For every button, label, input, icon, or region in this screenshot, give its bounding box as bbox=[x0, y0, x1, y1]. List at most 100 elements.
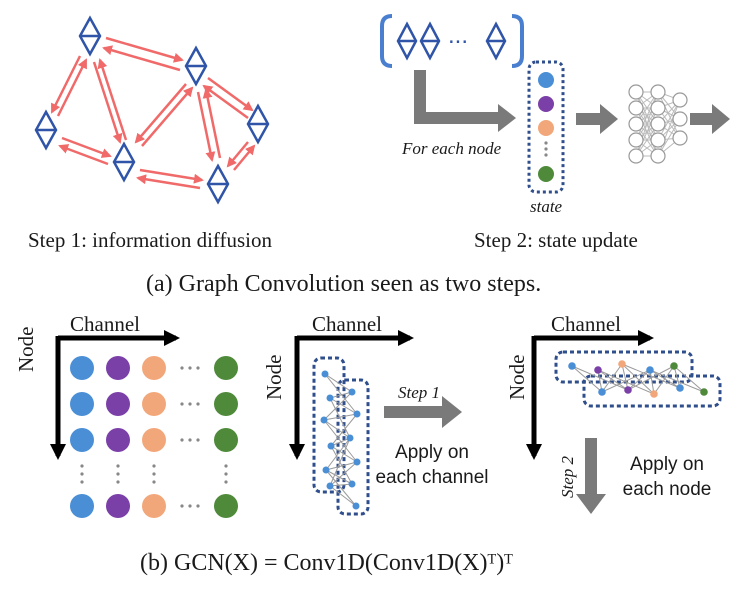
node-dot bbox=[650, 390, 658, 398]
step1-arrow-label: Step 1 bbox=[398, 383, 441, 402]
edge-a-b bbox=[102, 36, 184, 72]
axis-node-middle: Node bbox=[262, 354, 286, 401]
channel-dot bbox=[321, 370, 329, 378]
edge-d-f bbox=[136, 168, 204, 190]
node-list-ellipsis: ... bbox=[448, 22, 469, 49]
node-list-bracket bbox=[380, 14, 524, 68]
edge-a-d bbox=[92, 58, 128, 144]
state-dots-ellipsis bbox=[544, 141, 548, 157]
to-network-arrow bbox=[576, 104, 618, 134]
grid-cell-dot bbox=[70, 428, 94, 452]
axis-node-left: Node bbox=[14, 326, 38, 373]
per-node-conv bbox=[554, 350, 722, 408]
nn-neuron bbox=[628, 100, 644, 116]
nn-neuron bbox=[672, 130, 688, 146]
graph-nodes bbox=[34, 15, 270, 205]
state-dot-purple bbox=[538, 96, 554, 112]
caption-b: (b) GCN(X) = Conv1D(Conv1D(X)ᵀ)ᵀ bbox=[140, 550, 513, 576]
output-arrow bbox=[690, 104, 730, 134]
grid-cell-dot bbox=[214, 356, 238, 380]
channel-dot bbox=[348, 480, 356, 488]
grid-cell-dot bbox=[106, 356, 130, 380]
edge-e-f bbox=[226, 141, 256, 171]
node-dot bbox=[594, 366, 602, 374]
channel-dot bbox=[320, 416, 328, 424]
step2-label: Step 2: state update bbox=[474, 228, 638, 252]
list-node-1 bbox=[396, 21, 418, 61]
channel-dot bbox=[327, 442, 335, 450]
node-dot bbox=[676, 384, 684, 392]
channel-dot bbox=[326, 394, 334, 402]
graph-node-f bbox=[206, 163, 230, 205]
state-dot-blue bbox=[538, 72, 554, 88]
apply-on-each-node: Apply on each node bbox=[622, 454, 712, 500]
graph-edges bbox=[50, 36, 256, 190]
node-dot bbox=[700, 388, 708, 396]
axis-channel-right: Channel bbox=[551, 312, 621, 336]
graph-node-e bbox=[246, 103, 270, 145]
grid-cell-dot bbox=[70, 392, 94, 416]
for-each-node-label: For each node bbox=[402, 139, 502, 158]
nn-neuron bbox=[672, 92, 688, 108]
nn-neuron bbox=[628, 116, 644, 132]
step2-arrow-label: Step 2 bbox=[558, 455, 577, 498]
caption-a: (a) Graph Convolution seen as two steps. bbox=[146, 271, 542, 297]
channel-dot bbox=[346, 434, 354, 442]
grid-cell-dot bbox=[70, 494, 94, 518]
nn-neuron bbox=[650, 84, 666, 100]
grid-cell-dot bbox=[142, 428, 166, 452]
nn-neuron bbox=[650, 100, 666, 116]
apply-on-each-channel: Apply on each channel bbox=[375, 442, 489, 488]
state-dot-orange bbox=[538, 120, 554, 136]
state-label: state bbox=[530, 197, 563, 216]
state-vector-box bbox=[527, 60, 565, 194]
step1-label: Step 1: information diffusion bbox=[28, 228, 273, 252]
node-dot bbox=[646, 366, 654, 374]
per-channel-conv bbox=[312, 356, 370, 516]
axis-channel-middle: Channel bbox=[312, 312, 382, 336]
nn-neuron bbox=[628, 84, 644, 100]
grid-cell-dot bbox=[106, 392, 130, 416]
grid-cell-dot bbox=[142, 356, 166, 380]
nn-neuron bbox=[628, 132, 644, 148]
edge-c-d bbox=[58, 136, 112, 166]
for-each-node-arrow bbox=[414, 70, 516, 132]
axis-node-right: Node bbox=[505, 354, 529, 401]
edge-a-c bbox=[50, 55, 88, 117]
grid-cell-dot bbox=[214, 494, 238, 518]
nn-neuron bbox=[650, 148, 666, 164]
grid-cell-dot bbox=[214, 392, 238, 416]
grid-cell-dot bbox=[106, 428, 130, 452]
grid-cell-dot bbox=[142, 392, 166, 416]
node-dot bbox=[598, 388, 606, 396]
channel-dot bbox=[348, 388, 356, 396]
nn-neuron bbox=[650, 132, 666, 148]
graph-node-d bbox=[112, 141, 136, 183]
list-node-n bbox=[485, 21, 507, 61]
nn-neuron bbox=[628, 148, 644, 164]
nn-neuron bbox=[650, 116, 666, 132]
graph-node-c bbox=[34, 109, 58, 151]
grid-axes bbox=[50, 330, 180, 460]
channel-dot bbox=[353, 458, 361, 466]
grid-cell-dot bbox=[214, 428, 238, 452]
neural-network-icon bbox=[628, 84, 688, 164]
node-dot bbox=[670, 362, 678, 370]
state-dot-green bbox=[538, 166, 554, 182]
axis-channel-left: Channel bbox=[70, 312, 140, 336]
graph-node-a bbox=[78, 15, 102, 57]
node-dot bbox=[568, 362, 576, 370]
node-dot bbox=[624, 386, 632, 394]
channel-dot bbox=[322, 466, 330, 474]
grid-cell-dot bbox=[142, 494, 166, 518]
node-dot bbox=[618, 360, 626, 368]
channel-dot bbox=[353, 410, 361, 418]
channel-dot bbox=[352, 502, 360, 510]
edge-b-f bbox=[196, 88, 222, 162]
channel-dot bbox=[326, 482, 334, 490]
edge-b-d bbox=[134, 83, 194, 147]
list-node-2 bbox=[419, 21, 441, 61]
grid-cell-dot bbox=[106, 494, 130, 518]
channel-axes bbox=[289, 330, 414, 460]
nn-neuron bbox=[672, 111, 688, 127]
